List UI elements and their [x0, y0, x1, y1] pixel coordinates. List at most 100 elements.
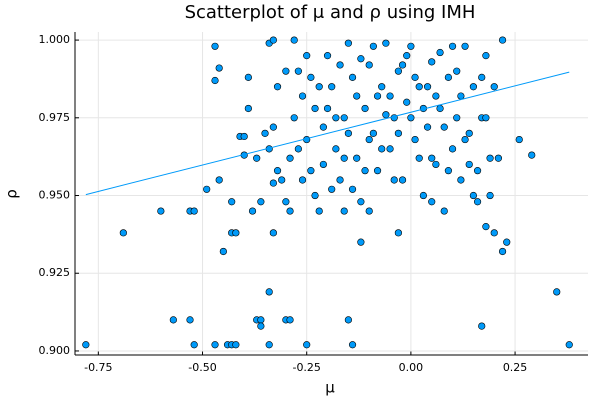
- point: [448, 42, 457, 50]
- point: [469, 191, 477, 200]
- point: [265, 288, 273, 296]
- point: [473, 167, 482, 175]
- point: [440, 207, 448, 215]
- point: [428, 198, 436, 206]
- point: [315, 207, 323, 215]
- point: [403, 98, 411, 106]
- point: [348, 341, 357, 349]
- point: [303, 341, 311, 349]
- point: [428, 58, 436, 66]
- point: [211, 42, 219, 50]
- point: [269, 123, 277, 131]
- y-tick-label: 0.900: [39, 344, 71, 357]
- point: [490, 83, 498, 91]
- point: [553, 288, 561, 296]
- point: [215, 176, 223, 184]
- point: [369, 42, 377, 50]
- point: [273, 167, 282, 175]
- point: [419, 191, 427, 200]
- point: [228, 198, 236, 206]
- y-tick-label: 0.925: [39, 266, 71, 279]
- point: [278, 176, 286, 184]
- point: [486, 191, 494, 200]
- point: [432, 160, 440, 169]
- y-axis-label: ρ: [3, 189, 21, 199]
- point: [253, 154, 261, 162]
- point: [403, 52, 411, 60]
- point: [473, 198, 482, 206]
- point: [361, 104, 369, 113]
- point: [353, 154, 361, 162]
- point: [457, 92, 465, 100]
- point: [415, 83, 423, 91]
- point: [373, 92, 382, 100]
- point: [303, 52, 311, 60]
- point: [294, 145, 302, 153]
- point: [369, 129, 377, 137]
- point: [336, 176, 344, 184]
- y-tick-label: 0.950: [39, 189, 71, 202]
- point: [357, 55, 365, 63]
- point: [336, 61, 344, 69]
- point: [423, 83, 432, 91]
- point: [340, 114, 348, 122]
- point: [232, 341, 240, 349]
- point: [415, 154, 423, 162]
- point: [348, 73, 357, 81]
- chart-title: Scatterplot of μ and ρ using IMH: [185, 2, 476, 23]
- point: [394, 229, 402, 237]
- point: [444, 167, 452, 175]
- point: [382, 39, 390, 47]
- point: [444, 73, 452, 81]
- point: [269, 229, 277, 237]
- point: [298, 176, 307, 184]
- point: [273, 83, 282, 91]
- point: [482, 52, 490, 60]
- point: [407, 114, 415, 122]
- point: [269, 179, 277, 187]
- point: [411, 73, 419, 81]
- point: [307, 167, 315, 175]
- point: [411, 135, 419, 144]
- x-tick-label: -0.75: [84, 361, 112, 374]
- point: [440, 123, 448, 131]
- point: [478, 73, 486, 81]
- point: [190, 341, 198, 349]
- point: [82, 341, 90, 349]
- point: [186, 316, 194, 324]
- point: [373, 167, 382, 175]
- point: [457, 176, 465, 184]
- point: [315, 83, 323, 91]
- point: [390, 176, 398, 184]
- point: [286, 207, 294, 215]
- point: [365, 61, 373, 69]
- point: [482, 114, 490, 122]
- point: [436, 48, 444, 57]
- point: [257, 198, 265, 206]
- point: [257, 322, 265, 330]
- point: [190, 207, 198, 215]
- point: [486, 154, 494, 162]
- point: [290, 36, 298, 44]
- point: [361, 167, 369, 175]
- point: [423, 123, 432, 131]
- point: [461, 42, 469, 50]
- point: [319, 160, 327, 169]
- point: [428, 154, 436, 162]
- point: [311, 104, 319, 113]
- point: [407, 42, 415, 50]
- point: [169, 316, 177, 324]
- point: [432, 92, 440, 100]
- point: [453, 67, 461, 75]
- point: [248, 207, 257, 215]
- point: [286, 316, 294, 324]
- point: [215, 64, 223, 72]
- point: [319, 123, 327, 131]
- point: [386, 92, 394, 100]
- point: [286, 154, 294, 162]
- point: [394, 67, 402, 75]
- point: [232, 229, 240, 237]
- point: [240, 132, 248, 141]
- point: [219, 247, 227, 256]
- point: [398, 61, 407, 69]
